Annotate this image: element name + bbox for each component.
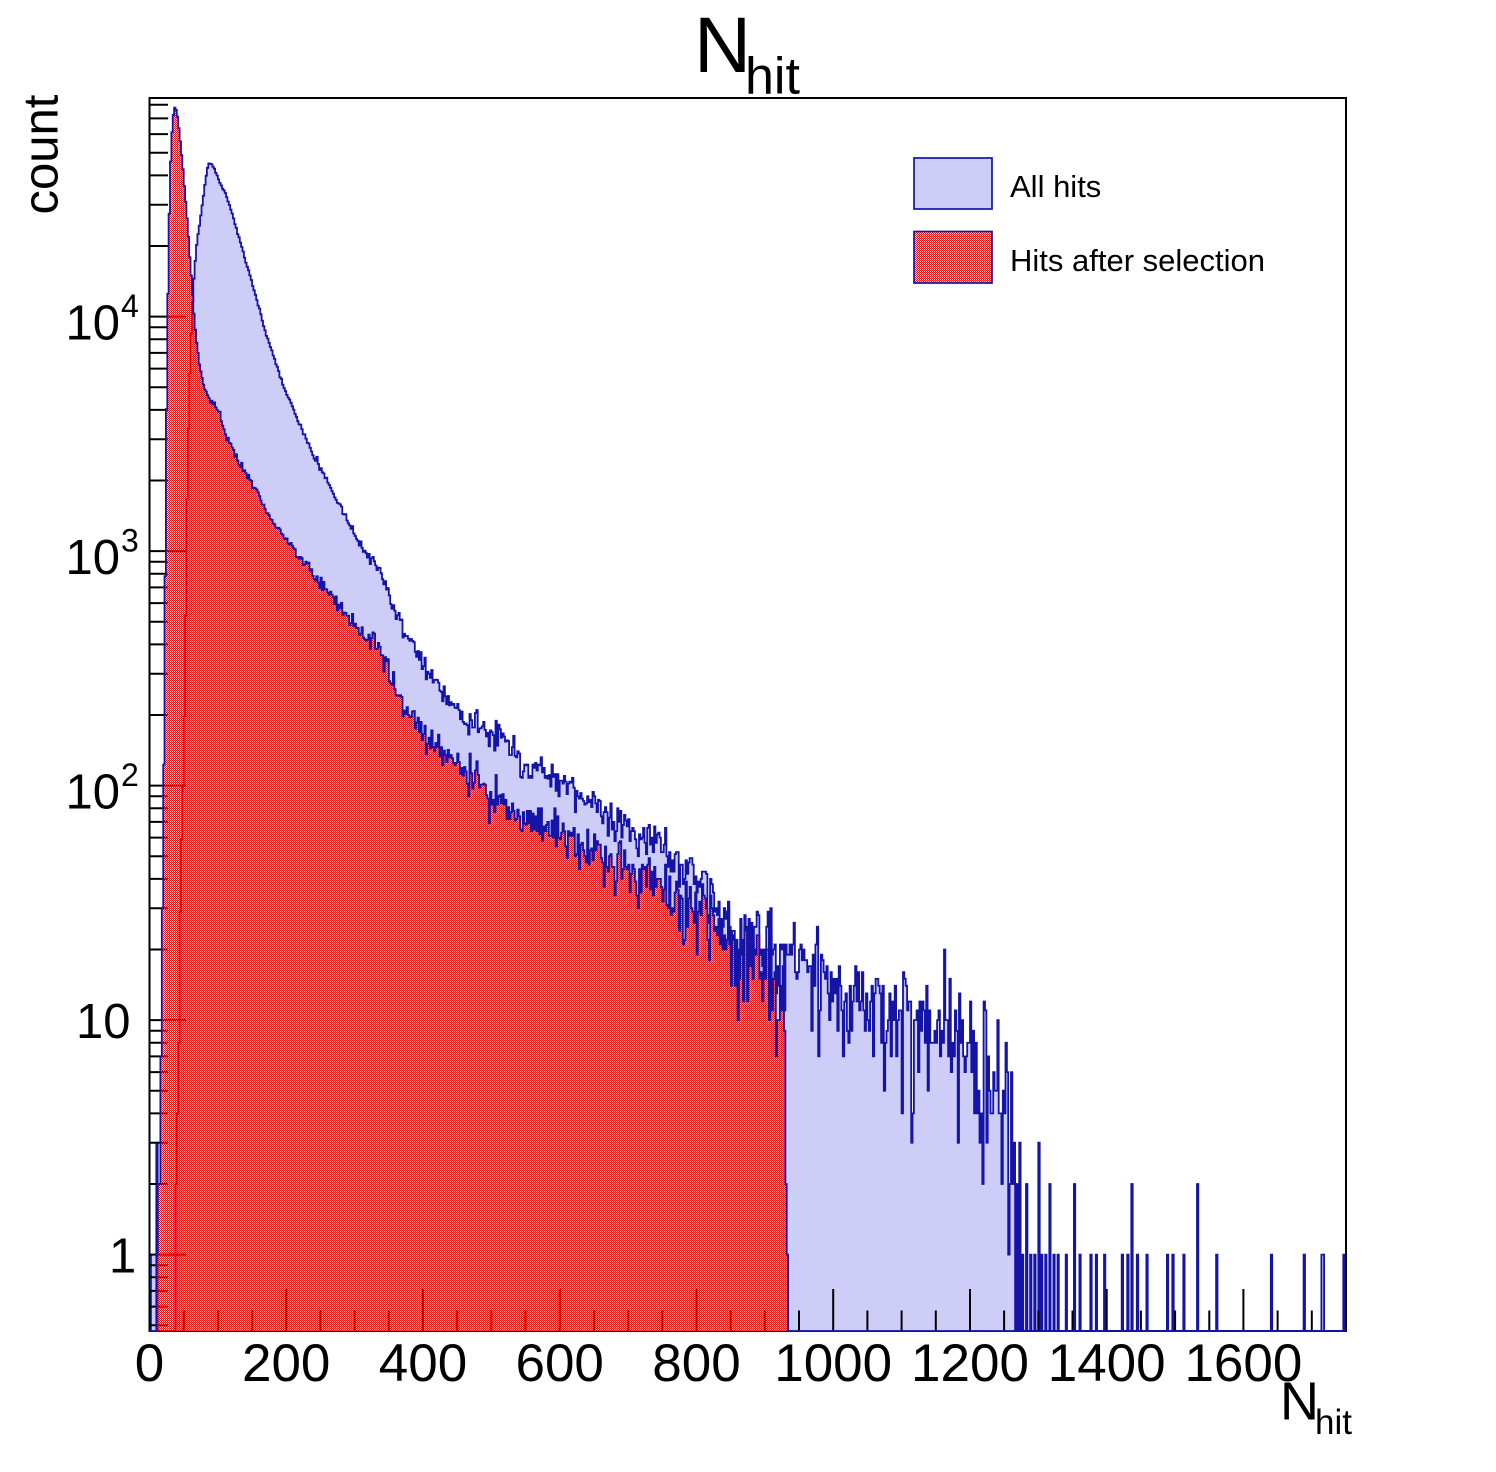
svg-text:hit: hit	[1315, 1403, 1352, 1442]
svg-text:4: 4	[121, 288, 139, 324]
svg-text:1400: 1400	[1048, 1334, 1166, 1393]
svg-text:Hits after selection: Hits after selection	[1010, 243, 1265, 278]
svg-text:200: 200	[242, 1334, 330, 1393]
svg-text:10: 10	[66, 766, 121, 820]
svg-text:1600: 1600	[1184, 1334, 1302, 1393]
svg-text:2: 2	[121, 757, 139, 793]
svg-text:count: count	[15, 94, 69, 214]
svg-text:N: N	[694, 0, 751, 89]
svg-text:10: 10	[76, 995, 131, 1049]
svg-text:600: 600	[515, 1334, 603, 1393]
svg-text:1: 1	[109, 1229, 136, 1283]
svg-text:hit: hit	[745, 48, 800, 106]
svg-text:400: 400	[379, 1334, 467, 1393]
svg-text:0: 0	[135, 1334, 164, 1393]
svg-text:10: 10	[66, 531, 121, 585]
svg-text:N: N	[1280, 1372, 1319, 1432]
svg-text:10: 10	[66, 297, 121, 351]
svg-text:1000: 1000	[774, 1334, 892, 1393]
svg-text:3: 3	[121, 523, 139, 559]
svg-text:800: 800	[652, 1334, 740, 1393]
svg-text:1200: 1200	[911, 1334, 1029, 1393]
svg-text:All hits: All hits	[1010, 169, 1101, 204]
